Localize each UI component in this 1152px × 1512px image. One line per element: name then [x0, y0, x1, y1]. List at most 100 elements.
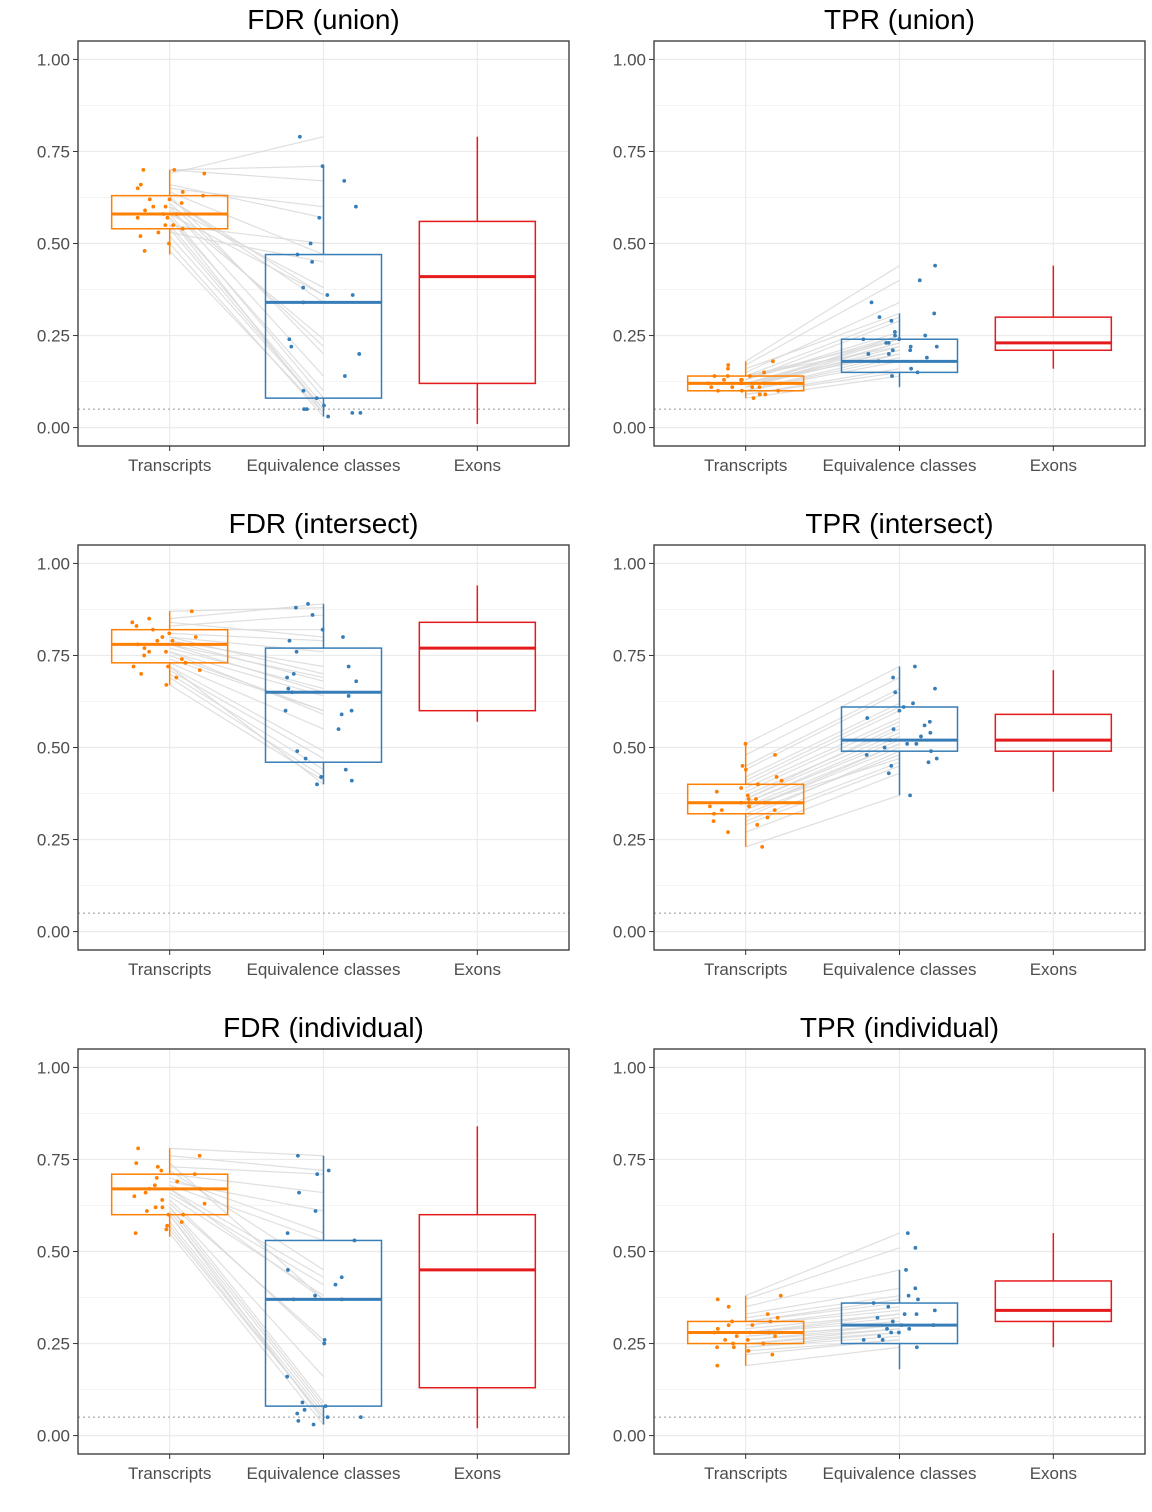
data-point [773, 1334, 777, 1339]
data-point [893, 333, 897, 338]
panel-fdr-intersect: FDR (intersect) 0.00 0.25 0.50 0.75 1.00 Trans… [37, 508, 570, 979]
pair-line [745, 375, 900, 399]
data-point [336, 727, 341, 731]
pair-line [169, 1229, 324, 1418]
data-point [315, 782, 319, 787]
box-exons [994, 1233, 1113, 1348]
data-point [171, 223, 176, 227]
pair-line [169, 191, 324, 256]
x-tick-label: Exons [1030, 960, 1077, 979]
data-point [909, 366, 914, 371]
data-point [905, 1231, 910, 1235]
data-point [891, 675, 895, 680]
data-point [325, 1415, 330, 1420]
data-point [730, 385, 735, 389]
data-point [295, 252, 300, 257]
pair-line [745, 1328, 900, 1345]
data-point [757, 392, 762, 397]
data-point [889, 318, 894, 323]
data-point [743, 741, 748, 746]
data-point [875, 1315, 880, 1320]
y-tick-label: 1.00 [613, 554, 646, 573]
data-point [164, 649, 168, 654]
pair-line [169, 665, 324, 752]
y-tick-label: 0.00 [37, 923, 70, 942]
data-point [922, 723, 927, 728]
data-point [747, 804, 751, 809]
pair-line [169, 1155, 324, 1172]
data-point [747, 374, 752, 378]
data-point [350, 293, 355, 297]
data-point [731, 1341, 735, 1346]
pair-line [169, 669, 324, 760]
data-point [888, 738, 893, 743]
x-tick-label: Equivalence classes [246, 960, 400, 979]
pair-line [745, 320, 900, 381]
y-tick-label: 0.50 [613, 739, 646, 758]
x-tick-label: Equivalence classes [246, 1464, 400, 1483]
data-point [287, 337, 292, 342]
pair-line [745, 710, 900, 785]
data-point [890, 348, 895, 353]
data-point [287, 638, 292, 643]
data-point [310, 613, 315, 617]
y-tick-label: 0.50 [37, 1243, 70, 1262]
y-tick-label: 0.00 [613, 923, 646, 942]
data-point [770, 1352, 775, 1357]
y-tick-label: 0.50 [613, 1243, 646, 1262]
data-point [866, 352, 871, 356]
y-tick-label: 0.75 [613, 142, 646, 161]
data-point [865, 716, 870, 720]
data-point [709, 385, 714, 389]
data-point [890, 1319, 895, 1324]
panel-title: TPR (union) [824, 4, 975, 35]
pair-line [745, 1324, 900, 1337]
data-point [153, 1205, 158, 1210]
data-point [350, 410, 355, 415]
data-point [166, 1212, 171, 1217]
data-point [896, 1330, 901, 1335]
data-point [743, 767, 748, 772]
box-body [994, 1280, 1113, 1323]
data-point [295, 1153, 300, 1158]
x-tick-label: Exons [1030, 1464, 1077, 1483]
data-point [165, 1223, 170, 1228]
data-point [715, 1326, 720, 1331]
data-point [766, 1330, 771, 1335]
data-point [880, 1337, 885, 1342]
data-point [291, 671, 296, 676]
data-point [322, 1341, 327, 1346]
data-point [889, 1330, 894, 1335]
pair-line [745, 1346, 900, 1367]
data-point [163, 204, 168, 209]
data-point [333, 1282, 338, 1287]
data-point [897, 708, 902, 713]
pair-line [745, 265, 900, 362]
box-exons [418, 1126, 537, 1429]
data-point [927, 719, 932, 724]
box-equivalence-classes [264, 1155, 383, 1425]
y-tick-label: 1.00 [37, 554, 70, 573]
data-point [285, 675, 289, 680]
x-tick-label: Exons [454, 456, 501, 475]
panel-fdr-individual: FDR (individual) 0.00 0.25 0.50 0.75 1.00 Tran… [37, 1012, 570, 1483]
pair-line [745, 1313, 900, 1334]
box-equivalence-classes [840, 1269, 959, 1370]
pair-line [169, 1206, 324, 1378]
data-point [295, 1411, 300, 1416]
data-point [761, 1341, 766, 1346]
data-point [134, 624, 139, 628]
data-point [762, 381, 767, 386]
pair-line [745, 1302, 900, 1323]
data-point [349, 778, 354, 783]
data-point [892, 329, 897, 334]
data-point [923, 333, 928, 338]
data-point [928, 730, 933, 735]
data-point [711, 819, 716, 824]
data-point [715, 1363, 720, 1368]
pair-line [745, 1335, 900, 1348]
data-point [141, 167, 146, 172]
pair-line [745, 346, 900, 377]
data-point [325, 293, 330, 297]
